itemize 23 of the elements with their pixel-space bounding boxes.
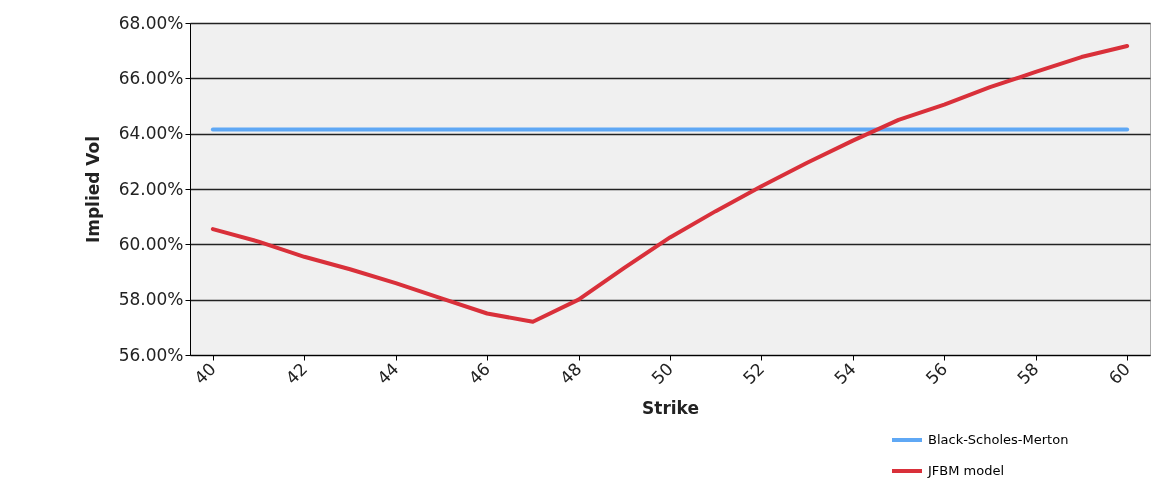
y-tick-label: 60.00% bbox=[118, 233, 184, 254]
x-tick-label: 60 bbox=[1104, 358, 1135, 389]
x-axis-title: Strike bbox=[642, 398, 699, 419]
y-tick-label: 56.00% bbox=[118, 344, 184, 365]
legend-label: Black-Scholes-Merton bbox=[928, 432, 1069, 447]
y-tick-label: 62.00% bbox=[118, 178, 184, 199]
y-tick-label: 68.00% bbox=[118, 12, 184, 33]
x-tick-label: 40 bbox=[190, 358, 220, 389]
y-tick-label: 58.00% bbox=[118, 289, 184, 310]
x-tick-label: 46 bbox=[464, 358, 495, 389]
x-tick-label: 48 bbox=[555, 358, 586, 389]
x-tick-label: 54 bbox=[830, 358, 860, 389]
y-axis-title: Implied Vol bbox=[82, 135, 103, 244]
x-tick-label: 56 bbox=[921, 358, 952, 389]
y-tick-label: 66.00% bbox=[118, 67, 184, 88]
x-tick-label: 42 bbox=[281, 358, 312, 389]
line-series bbox=[210, 43, 1130, 324]
legend-label: JFBM model bbox=[927, 463, 1005, 478]
x-tick-label: 58 bbox=[1013, 358, 1043, 389]
x-tick-label: 50 bbox=[647, 358, 677, 389]
y-tick-label: 64.00% bbox=[118, 123, 184, 144]
x-tick-label: 44 bbox=[373, 358, 403, 389]
x-tick-label: 52 bbox=[738, 358, 769, 389]
